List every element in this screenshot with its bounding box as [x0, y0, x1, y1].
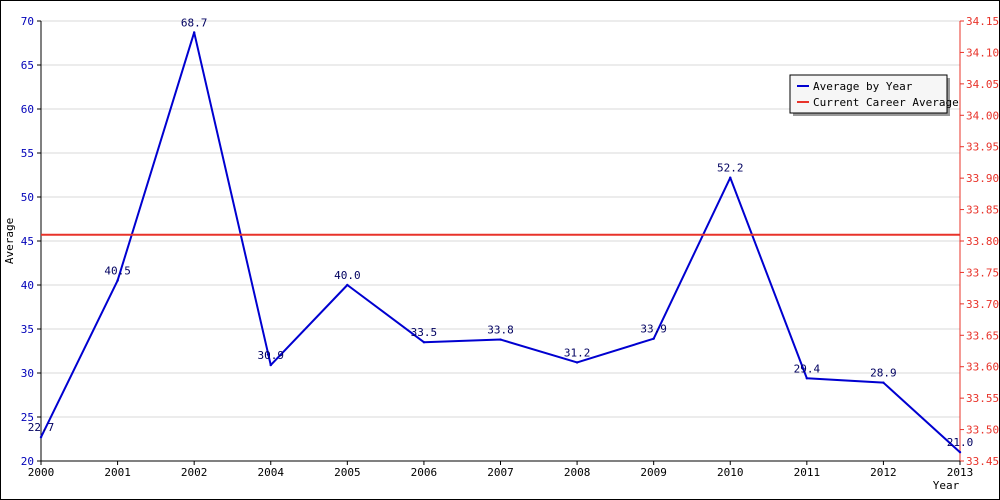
data-point — [958, 451, 962, 454]
left-tick-label: 45 — [21, 235, 34, 248]
left-tick-label: 70 — [21, 15, 34, 28]
data-point — [652, 337, 655, 340]
x-tick-label: 2006 — [411, 466, 438, 479]
left-tick-label: 60 — [21, 103, 34, 116]
data-point — [269, 363, 272, 367]
right-tick-label: 33.55 — [966, 392, 999, 405]
x-tick-label: 2005 — [334, 466, 361, 479]
data-label: 40.0 — [334, 269, 361, 282]
right-tick-label: 33.90 — [966, 172, 999, 185]
legend: Average by Year Current Career Average — [789, 74, 959, 116]
data-point — [805, 377, 809, 380]
data-label: 22.7 — [28, 421, 55, 434]
x-tick-label: 2008 — [564, 466, 591, 479]
y-axis-title: Average — [3, 218, 16, 264]
x-axis-ticks: 2000 2001 2002 2004 2005 2006 2007 2008 2009 2010… — [28, 461, 974, 479]
left-tick-label: 35 — [21, 323, 34, 336]
x-tick-label: 2002 — [181, 466, 208, 479]
left-tick-label: 55 — [21, 147, 34, 160]
x-tick-label: 2009 — [640, 466, 667, 479]
data-point — [729, 176, 732, 179]
x-tick-label: 2000 — [28, 466, 55, 479]
right-tick-label: 34.05 — [966, 78, 999, 91]
x-tick-label: 2013 — [947, 466, 974, 479]
right-tick-label: 34.15 — [966, 15, 999, 28]
right-tick-label: 33.65 — [966, 329, 999, 342]
data-point — [116, 279, 119, 282]
right-tick-label: 33.70 — [966, 298, 999, 311]
x-tick-label: 2011 — [794, 466, 821, 479]
data-label: 21.0 — [947, 436, 974, 449]
right-axis-ticks: 33.45 33.50 33.55 33.60 33.65 33.70 33.75 33.80… — [960, 15, 999, 468]
right-tick-label: 33.60 — [966, 361, 999, 374]
x-tick-label: 2004 — [258, 466, 285, 479]
left-tick-label: 20 — [21, 455, 34, 468]
data-label: 30.9 — [258, 349, 285, 362]
right-tick-label: 34.10 — [966, 46, 999, 59]
data-point — [882, 381, 885, 384]
data-point — [346, 283, 349, 287]
right-tick-label: 33.45 — [966, 455, 999, 468]
x-tick-label: 2010 — [717, 466, 744, 479]
x-tick-label: 2012 — [870, 466, 897, 479]
right-tick-label: 33.80 — [966, 235, 999, 248]
data-label: 33.8 — [487, 324, 514, 337]
legend-label-average-by-year: Average by Year — [813, 80, 913, 93]
legend-label-career-average: Current Career Average — [813, 96, 959, 109]
data-label: 33.5 — [411, 326, 438, 339]
data-label: 28.9 — [870, 367, 897, 380]
left-tick-label: 65 — [21, 59, 34, 72]
left-axis-ticks: 20 25 30 35 40 45 50 55 60 65 70 — [21, 15, 41, 468]
left-tick-label: 30 — [21, 367, 34, 380]
data-point — [192, 31, 196, 34]
data-labels: 22.7 40.5 68.7 30.9 40.0 33.5 33.8 31.2 33.9 52.2… — [28, 16, 974, 449]
legend-box — [789, 74, 948, 114]
left-tick-label: 40 — [21, 279, 34, 292]
left-tick-label: 50 — [21, 191, 34, 204]
data-point — [422, 341, 426, 344]
left-tick-label: 25 — [21, 411, 34, 424]
data-label: 33.9 — [640, 323, 667, 336]
x-tick-label: 2001 — [104, 466, 131, 479]
right-tick-label: 33.50 — [966, 424, 999, 437]
right-tick-label: 34.00 — [966, 109, 999, 122]
data-point — [39, 436, 43, 439]
x-tick-label: 2007 — [487, 466, 514, 479]
data-label: 68.7 — [181, 16, 208, 29]
data-label: 31.2 — [564, 346, 591, 359]
x-axis-title: Year — [933, 479, 960, 492]
series-layer — [39, 31, 962, 454]
data-point — [499, 338, 502, 341]
data-label: 40.5 — [104, 265, 131, 278]
data-label: 29.4 — [794, 362, 821, 375]
right-tick-label: 33.85 — [966, 204, 999, 217]
right-tick-label: 33.75 — [966, 266, 999, 279]
data-point — [575, 361, 579, 364]
data-label: 52.2 — [717, 162, 744, 175]
right-tick-label: 33.95 — [966, 141, 999, 154]
